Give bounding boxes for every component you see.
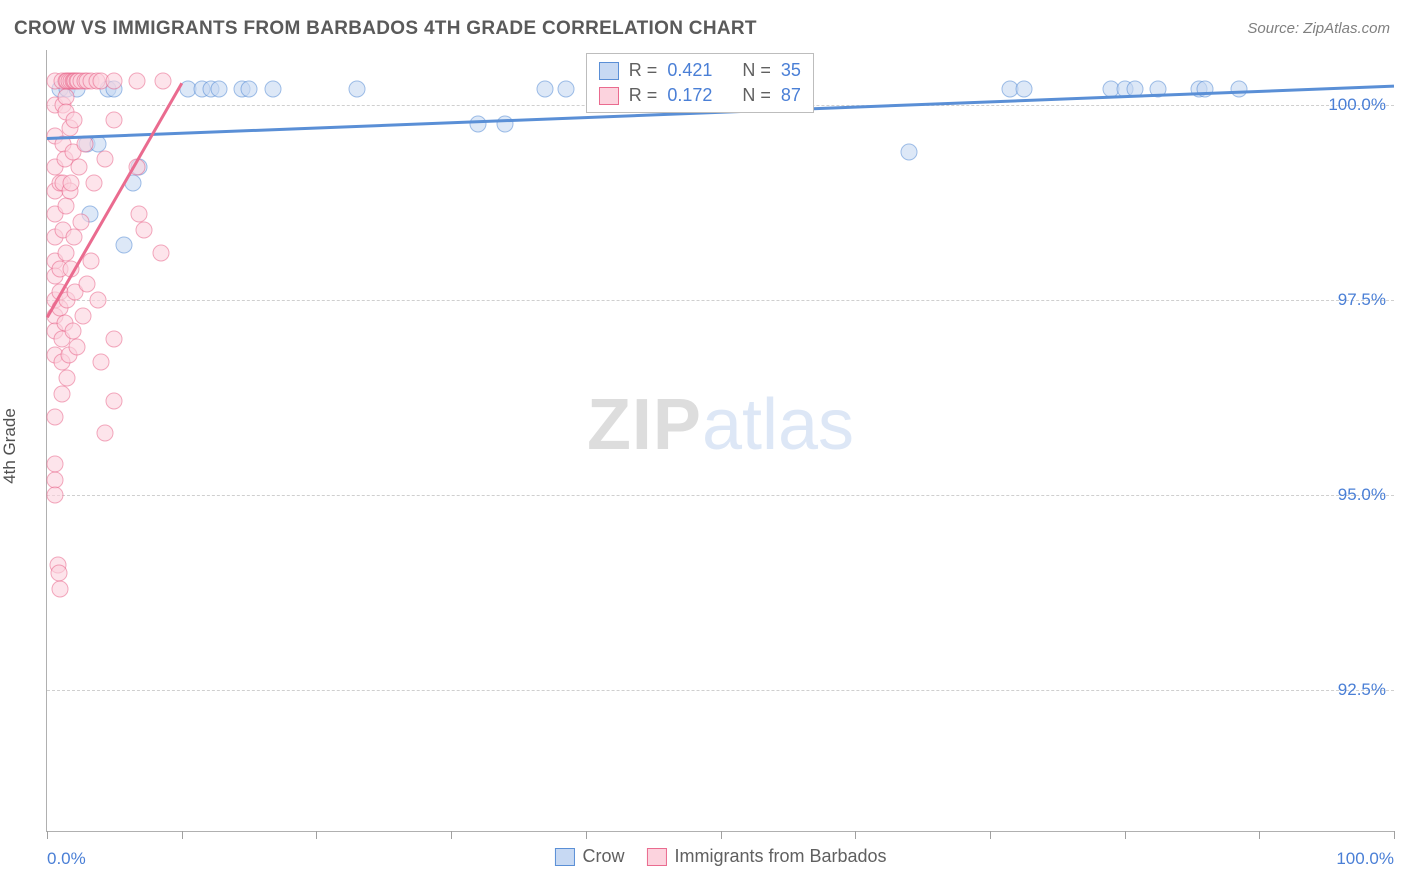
scatter-point (106, 112, 123, 129)
x-tick (1394, 831, 1395, 839)
watermark: ZIPatlas (587, 384, 854, 466)
scatter-point (52, 580, 69, 597)
legend-n-value: 35 (781, 60, 801, 81)
scatter-point (47, 471, 64, 488)
scatter-point (72, 213, 89, 230)
watermark-atlas: atlas (702, 385, 854, 465)
scatter-point (130, 206, 147, 223)
scatter-point (1231, 81, 1248, 98)
scatter-point (470, 116, 487, 133)
scatter-point (106, 393, 123, 410)
legend-swatch (646, 848, 666, 866)
x-tick (721, 831, 722, 839)
legend-n-label: N = (742, 60, 771, 81)
scatter-point (64, 323, 81, 340)
scatter-point (57, 88, 74, 105)
legend-series-item: Immigrants from Barbados (646, 846, 886, 867)
legend-swatch (599, 87, 619, 105)
scatter-point (901, 143, 918, 160)
scatter-point (265, 81, 282, 98)
scatter-point (71, 159, 88, 176)
legend-series: Crow Immigrants from Barbados (554, 846, 886, 867)
scatter-point (75, 307, 92, 324)
scatter-point (557, 81, 574, 98)
scatter-point (1015, 81, 1032, 98)
legend-n-label: N = (742, 85, 771, 106)
x-tick (586, 831, 587, 839)
scatter-point (106, 73, 123, 90)
x-tick-label-max: 100.0% (1336, 849, 1394, 869)
x-tick (182, 831, 183, 839)
y-tick-label: 92.5% (1338, 680, 1386, 700)
scatter-point (348, 81, 365, 98)
scatter-point (65, 229, 82, 246)
scatter-point (47, 487, 64, 504)
plot-area: ZIPatlas 92.5%95.0%97.5%100.0%0.0%100.0%… (46, 50, 1394, 832)
x-tick (990, 831, 991, 839)
source-attribution: Source: ZipAtlas.com (1247, 20, 1390, 37)
legend-r-label: R = (629, 85, 658, 106)
x-tick (47, 831, 48, 839)
scatter-point (115, 237, 132, 254)
scatter-point (129, 73, 146, 90)
legend-swatch (599, 62, 619, 80)
scatter-point (537, 81, 554, 98)
legend-n-value: 87 (781, 85, 801, 106)
legend-r-value: 0.421 (667, 60, 712, 81)
x-tick-label-min: 0.0% (47, 849, 86, 869)
legend-r-value: 0.172 (667, 85, 712, 106)
scatter-point (83, 252, 100, 269)
scatter-point (211, 81, 228, 98)
scatter-point (53, 385, 70, 402)
scatter-point (106, 330, 123, 347)
scatter-point (96, 151, 113, 168)
legend-swatch (554, 848, 574, 866)
watermark-zip: ZIP (587, 385, 702, 465)
scatter-point (68, 338, 85, 355)
scatter-point (135, 221, 152, 238)
scatter-point (153, 245, 170, 262)
legend-series-label: Immigrants from Barbados (674, 846, 886, 867)
y-tick-label: 100.0% (1328, 95, 1386, 115)
source-label: Source: (1247, 20, 1299, 37)
chart-title: CROW VS IMMIGRANTS FROM BARBADOS 4TH GRA… (14, 18, 757, 40)
scatter-point (51, 565, 68, 582)
scatter-point (90, 291, 107, 308)
scatter-point (63, 174, 80, 191)
scatter-point (92, 354, 109, 371)
legend-correlation: R = 0.421 N = 35 R = 0.172 N = 87 (586, 53, 814, 113)
scatter-point (241, 81, 258, 98)
scatter-point (79, 276, 96, 293)
legend-r-label: R = (629, 60, 658, 81)
scatter-point (86, 174, 103, 191)
y-axis-label: 4th Grade (0, 408, 20, 484)
scatter-point (47, 409, 64, 426)
source-link[interactable]: ZipAtlas.com (1303, 20, 1390, 37)
scatter-point (57, 198, 74, 215)
x-tick (1125, 831, 1126, 839)
y-tick-label: 97.5% (1338, 290, 1386, 310)
x-tick (855, 831, 856, 839)
legend-correlation-row: R = 0.172 N = 87 (595, 83, 805, 108)
gridline-h (47, 495, 1394, 496)
legend-series-item: Crow (554, 846, 624, 867)
scatter-point (154, 73, 171, 90)
x-tick (1259, 831, 1260, 839)
scatter-point (65, 112, 82, 129)
gridline-h (47, 690, 1394, 691)
scatter-point (96, 424, 113, 441)
legend-correlation-row: R = 0.421 N = 35 (595, 58, 805, 83)
scatter-point (59, 370, 76, 387)
x-tick (316, 831, 317, 839)
scatter-point (47, 455, 64, 472)
chart-container: CROW VS IMMIGRANTS FROM BARBADOS 4TH GRA… (0, 0, 1406, 892)
scatter-point (1197, 81, 1214, 98)
gridline-h (47, 300, 1394, 301)
y-tick-label: 95.0% (1338, 485, 1386, 505)
legend-series-label: Crow (582, 846, 624, 867)
x-tick (451, 831, 452, 839)
scatter-point (57, 245, 74, 262)
